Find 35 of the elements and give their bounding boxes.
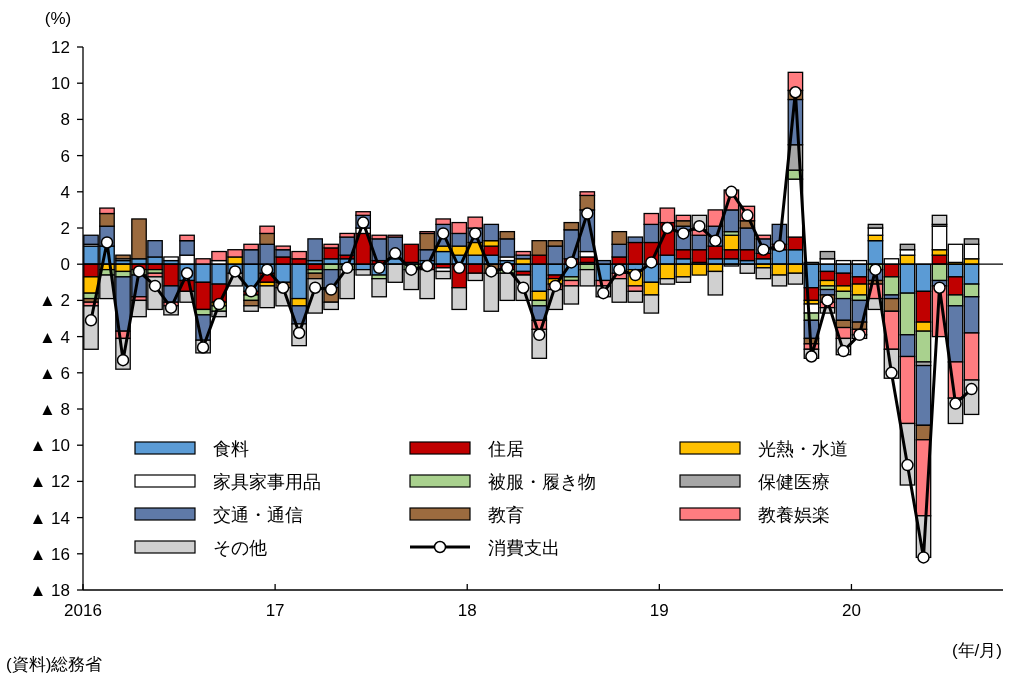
- y-tick-label: 12: [51, 38, 70, 57]
- x-tick-label: 20: [841, 601, 861, 620]
- x-axis-title: (年/月): [951, 641, 1002, 660]
- y-tick-label: 10: [51, 74, 70, 94]
- legend-label: 交通・通信: [213, 505, 303, 525]
- y-tick-label: 0: [60, 255, 70, 275]
- y-tick-label: ▲ 6: [38, 363, 70, 383]
- x-tick-label: 2016: [64, 601, 102, 620]
- legend-label: 食料: [213, 439, 249, 459]
- legend-label: その他: [213, 538, 267, 558]
- y-tick-label: ▲ 16: [29, 544, 70, 564]
- y-tick-label: ▲ 12: [29, 472, 70, 492]
- y-tick-label: 8: [60, 110, 70, 130]
- y-tick-label: 4: [60, 182, 70, 202]
- y-tick-label: ▲ 10: [29, 436, 70, 456]
- legend-label: 消費支出: [488, 538, 560, 558]
- y-tick-label: 2: [60, 219, 70, 238]
- legend-label: 被服・履き物: [488, 472, 596, 492]
- y-tick-label: ▲ 4: [38, 327, 70, 347]
- legend-label: 教育: [488, 505, 524, 525]
- legend-label: 家具家事用品: [213, 472, 321, 492]
- y-tick-label: ▲ 14: [29, 508, 70, 528]
- legend-label: 教養娯楽: [758, 505, 830, 525]
- legend-label: 保健医療: [758, 472, 830, 492]
- legend-label: 住居: [487, 439, 524, 459]
- x-tick-label: 18: [457, 601, 477, 620]
- y-tick-label: ▲ 18: [29, 581, 70, 600]
- legend-label: 光熱・水道: [758, 439, 848, 459]
- y-tick-label: ▲ 8: [38, 400, 70, 419]
- x-tick-label: 19: [649, 601, 669, 620]
- y-tick-label: ▲ 2: [38, 291, 70, 311]
- y-tick-label: 6: [60, 146, 70, 166]
- text: (資料)総務省: [6, 655, 103, 674]
- y-axis-title: (%): [44, 9, 72, 28]
- x-tick-label: 17: [265, 601, 285, 620]
